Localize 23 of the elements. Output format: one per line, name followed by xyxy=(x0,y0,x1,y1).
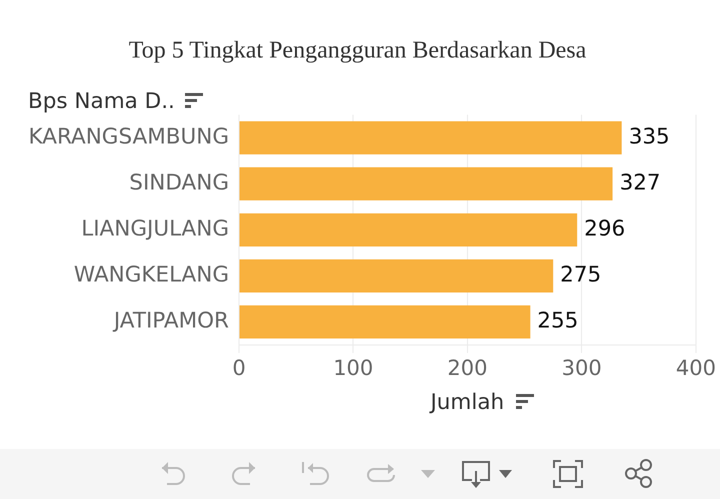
y-axis-title: Bps Nama D.. xyxy=(28,88,175,114)
bar xyxy=(240,167,613,200)
x-axis-title: Jumlah xyxy=(430,390,504,415)
x-tick-label: 0 xyxy=(232,356,246,380)
data-label: 327 xyxy=(620,170,661,196)
x-tick-label: 200 xyxy=(447,356,488,380)
x-tick-label: 100 xyxy=(333,356,374,380)
data-label: 275 xyxy=(560,262,602,288)
bar xyxy=(240,259,554,293)
bar xyxy=(240,213,578,246)
data-label: 296 xyxy=(584,216,626,242)
x-tick-label: 400 xyxy=(676,356,716,380)
data-label: 335 xyxy=(628,124,670,150)
y-tick-label: WANGKELANG xyxy=(74,262,229,288)
chart-title: Top 5 Tingkat Pengangguran Berdasarkan Desa xyxy=(128,38,587,64)
y-tick-label: LIANGJULANG xyxy=(81,216,229,242)
y-tick-label: SINDANG xyxy=(129,170,229,196)
bar xyxy=(240,121,622,154)
data-label: 255 xyxy=(537,308,578,334)
y-tick-label: KARANGSAMBUNG xyxy=(28,124,229,150)
x-tick-label: 300 xyxy=(562,356,602,380)
y-tick-label: JATIPAMOR xyxy=(112,308,230,334)
bar xyxy=(240,305,530,339)
